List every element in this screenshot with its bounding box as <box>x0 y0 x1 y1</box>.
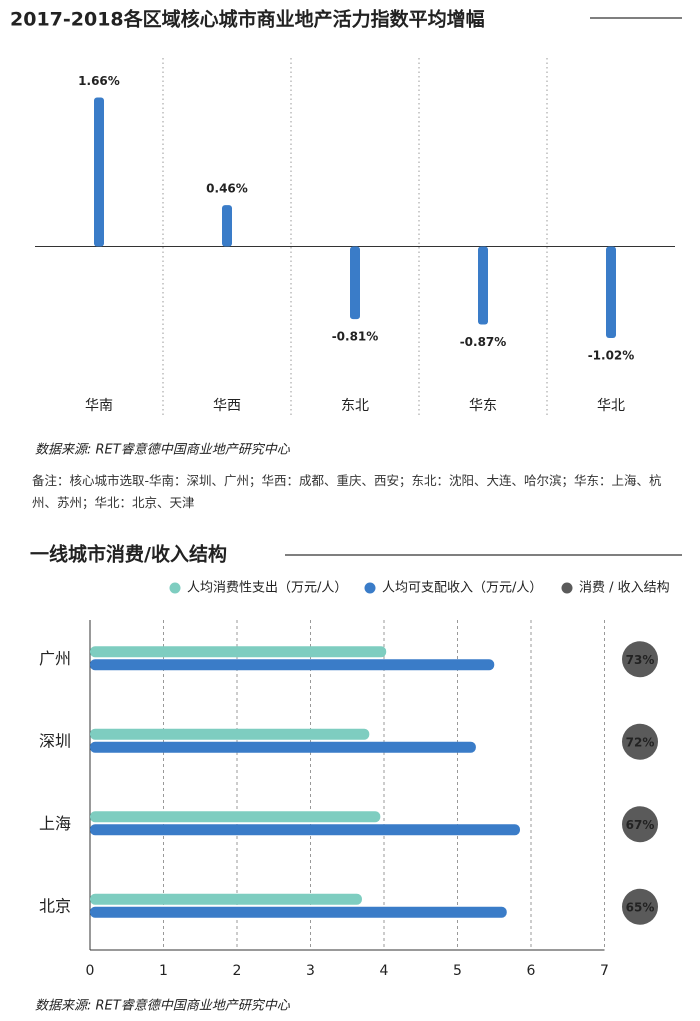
legend-label: 人均消费性支出（万元/人） <box>187 581 347 596</box>
value-label: -0.81% <box>332 330 379 344</box>
bar <box>90 659 495 671</box>
legend-swatch <box>169 582 181 594</box>
legend-label: 消费 / 收入结构 <box>579 581 670 596</box>
x-tick-label: 华西 <box>213 398 241 414</box>
y-tick-label: 广州 <box>39 649 71 668</box>
x-tick-label: 东北 <box>341 398 369 414</box>
value-label: -1.02% <box>588 348 635 362</box>
value-label: 72% <box>626 735 655 749</box>
x-tick-label: 7 <box>600 963 609 979</box>
x-tick-label: 2 <box>233 963 242 979</box>
value-label: 1.66% <box>78 74 120 88</box>
chart-title: 一线城市消费/收入结构 <box>30 543 227 566</box>
legend-swatch <box>561 582 573 594</box>
x-tick-label: 华北 <box>597 398 625 414</box>
ratio-marker <box>622 806 658 843</box>
bar <box>478 246 488 325</box>
y-tick-label: 深圳 <box>39 731 71 750</box>
x-tick-label: 6 <box>527 963 536 979</box>
x-tick-label: 华东 <box>469 398 497 414</box>
bar <box>350 246 360 320</box>
bar <box>90 741 476 753</box>
bar <box>90 893 362 905</box>
x-tick-label: 4 <box>380 963 389 979</box>
x-tick-label: 1 <box>159 963 168 979</box>
value-label: 0.46% <box>206 182 248 196</box>
ratio-marker <box>622 723 658 760</box>
value-label: 73% <box>626 653 655 667</box>
value-label: 65% <box>626 900 655 914</box>
value-label: 67% <box>626 818 655 832</box>
y-tick-label: 北京 <box>39 896 71 915</box>
ratio-marker <box>622 888 658 925</box>
note: 备注：核心城市选取-华南：深圳、广州；华西：成都、重庆、西安；东北：沈阳、大连、… <box>32 473 662 510</box>
x-tick-label: 3 <box>306 963 315 979</box>
bar <box>90 728 370 740</box>
legend-label: 人均可支配收入（万元/人） <box>382 581 542 596</box>
ratio-marker <box>622 641 658 678</box>
bar <box>90 811 381 823</box>
chart-title: 2017-2018各区域核心城市商业地产活力指数平均增幅 <box>10 8 485 31</box>
value-label: -0.87% <box>460 335 507 349</box>
source: 数据来源: RET睿意德中国商业地产研究中心 <box>35 998 291 1014</box>
source: 数据来源: RET睿意德中国商业地产研究中心 <box>35 442 291 458</box>
bar <box>222 205 232 247</box>
bar <box>606 246 616 338</box>
x-tick-label: 华南 <box>85 398 113 414</box>
y-tick-label: 上海 <box>39 814 71 833</box>
bar <box>94 97 104 247</box>
x-tick-label: 0 <box>86 963 95 979</box>
bar <box>90 906 507 918</box>
bar <box>90 824 520 836</box>
legend-swatch <box>364 582 376 594</box>
x-tick-label: 5 <box>453 963 462 979</box>
bar <box>90 646 387 658</box>
